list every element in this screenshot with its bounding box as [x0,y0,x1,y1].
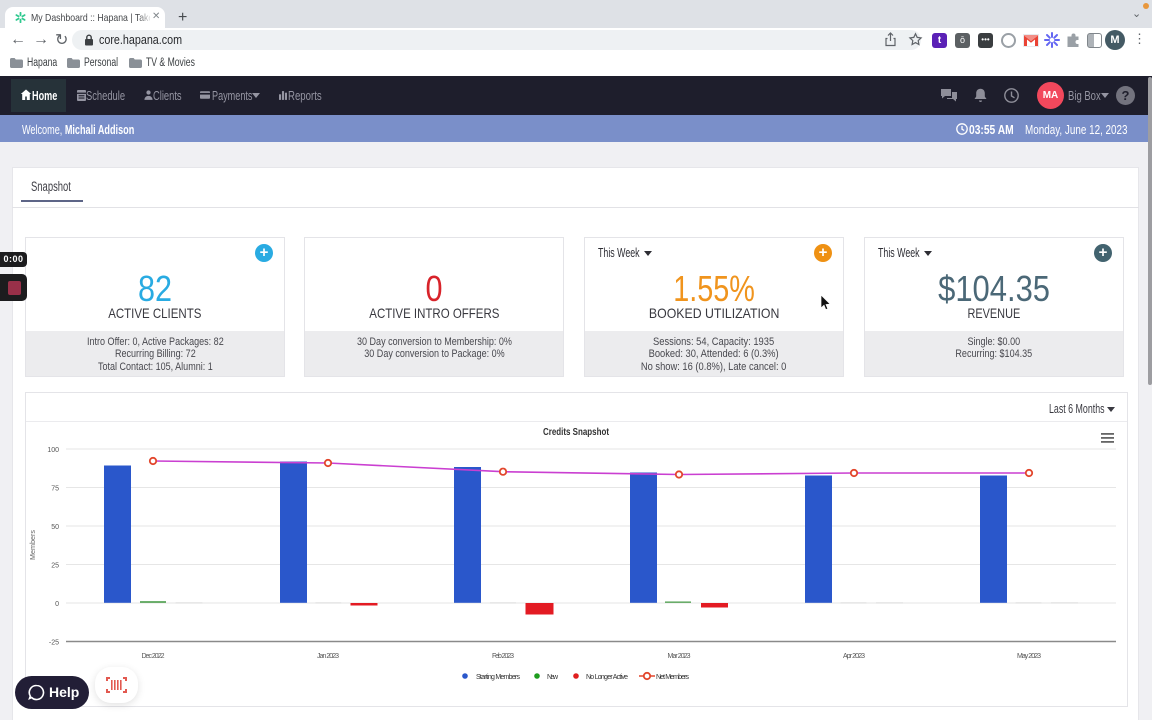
svg-text:New: New [547,674,559,681]
svg-text:50: 50 [51,524,59,531]
svg-text:Apr 2023: Apr 2023 [843,653,865,660]
svg-text:May 2023: May 2023 [1017,653,1041,660]
svg-text:100: 100 [47,447,59,454]
svg-text:-25: -25 [49,640,59,647]
svg-text:Feb 2023: Feb 2023 [492,653,514,660]
svg-text:No Longer Active: No Longer Active [586,674,628,681]
svg-text:Mar 2023: Mar 2023 [668,653,691,660]
svg-text:25: 25 [51,563,59,570]
svg-text:Dec 2022: Dec 2022 [142,653,165,660]
svg-text:Members: Members [30,530,37,560]
svg-text:0: 0 [55,601,59,608]
svg-text:Credits Snapshot: Credits Snapshot [543,426,609,438]
svg-text:Jan 2023: Jan 2023 [317,653,339,660]
svg-text:Net Members: Net Members [656,674,690,681]
svg-text:Starting Members: Starting Members [476,674,521,681]
svg-text:75: 75 [51,486,59,493]
